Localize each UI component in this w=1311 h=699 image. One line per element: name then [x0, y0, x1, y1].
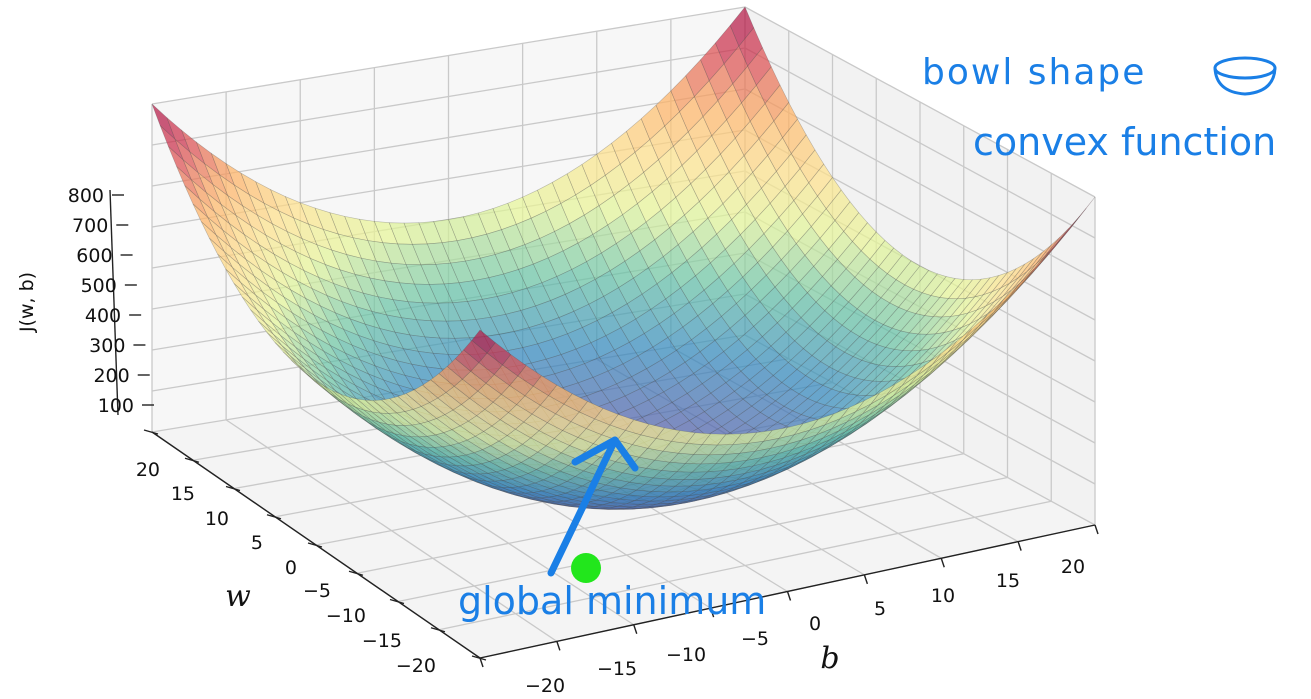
- b-tick-label: −20: [525, 675, 565, 697]
- z-tick-label: 800: [68, 185, 104, 207]
- z-tick-label: 300: [89, 335, 125, 357]
- w-tick-label: −5: [303, 580, 331, 602]
- z-tick-label: 200: [93, 365, 129, 387]
- w-tick-label: 20: [136, 459, 160, 481]
- b-tick-label: 5: [874, 598, 886, 620]
- z-tick-label: 700: [72, 215, 108, 237]
- b-axis-label: b: [820, 641, 839, 676]
- w-tick-label: −10: [326, 605, 366, 627]
- z-tick-label: 500: [81, 275, 117, 297]
- b-tick-label: −15: [597, 658, 637, 680]
- b-tick-label: −5: [741, 628, 769, 650]
- global-minimum-marker: [571, 553, 601, 583]
- z-axis-label: J(w, b): [16, 272, 38, 333]
- z-tick-label: 600: [76, 245, 112, 267]
- b-tick-label: 0: [809, 613, 821, 635]
- global-minimum-label: global minimum: [458, 579, 766, 623]
- z-tick-label: 400: [85, 305, 121, 327]
- w-axis-label: w: [225, 579, 251, 614]
- z-axis-line: [109, 189, 119, 416]
- bowl-shape-annotation: bowl shape: [922, 52, 1146, 93]
- z-tick-label: 100: [98, 395, 134, 417]
- w-tick-label: 10: [205, 508, 229, 530]
- w-tick-label: 15: [171, 483, 195, 505]
- w-tick-label: 0: [285, 557, 297, 579]
- w-tick-label: −15: [362, 630, 402, 652]
- b-tick-label: −10: [666, 644, 706, 666]
- convex-function-annotation: convex function: [973, 120, 1276, 164]
- b-tick-label: 20: [1061, 556, 1085, 578]
- arrow-icon: [547, 436, 639, 577]
- w-tick-label: 5: [251, 532, 263, 554]
- b-tick-label: 15: [996, 570, 1020, 592]
- w-tick-label: −20: [396, 655, 436, 677]
- axis-ticks: 100200300400500600700800−20−15−10−505101…: [68, 185, 1099, 697]
- bowl-icon: [1213, 56, 1277, 96]
- b-tick-label: 10: [931, 585, 955, 607]
